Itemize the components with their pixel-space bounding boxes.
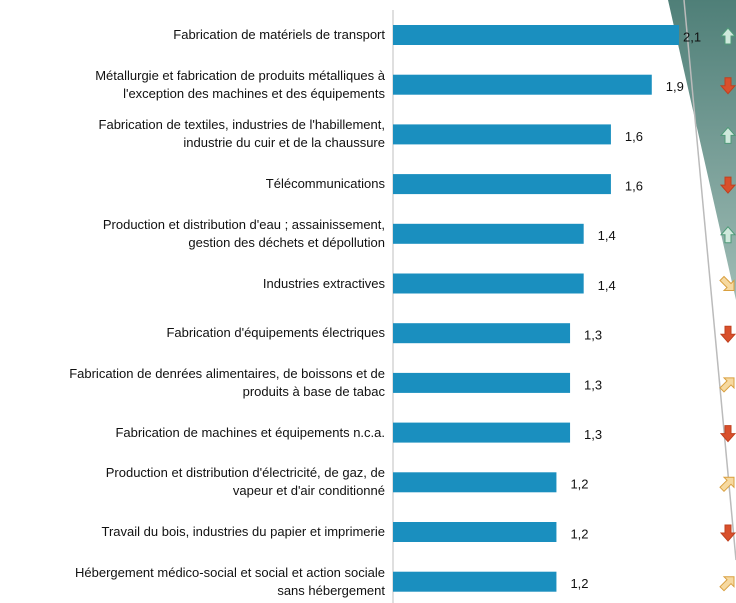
value-label: 1,6: [625, 179, 643, 194]
trend-arrow: [719, 27, 736, 45]
trend-arrow: [719, 77, 736, 95]
bar: [393, 74, 652, 95]
bar: [393, 372, 571, 393]
category-label: Production et distribution d'électricité…: [105, 465, 385, 499]
value-label: 1,6: [625, 129, 643, 144]
value-label: 1,2: [570, 526, 588, 541]
trend-arrow: [719, 226, 736, 244]
bar: [393, 522, 557, 542]
trend-arrow: [719, 377, 735, 393]
category-label: Hébergement médico-social et social et a…: [75, 564, 385, 598]
value-label: 1,3: [584, 427, 602, 442]
bar: [393, 223, 584, 244]
decor-line: [683, 0, 736, 561]
bar: [393, 571, 557, 592]
bar: [393, 422, 571, 443]
trend-arrow: [719, 126, 736, 144]
value-label: 1,2: [570, 576, 588, 591]
value-label: 2,1: [683, 29, 701, 44]
category-label: Fabrication de textiles, industries de l…: [98, 117, 385, 151]
bar: [393, 273, 584, 294]
bar: [393, 323, 571, 344]
category-label: Industries extractives: [262, 275, 385, 291]
background-wedge: [668, 0, 736, 300]
category-label: Travail du bois, industries du papier et…: [101, 524, 385, 539]
category-label: Télécommunications: [265, 176, 385, 192]
trend-arrow: [719, 524, 736, 542]
trend-arrow: [719, 425, 736, 443]
trend-arrow: [719, 176, 736, 194]
category-label: Production et distribution d'eau ; assai…: [102, 216, 385, 250]
trend-arrow: [719, 476, 735, 493]
bar: [393, 25, 680, 45]
bar: [393, 124, 611, 145]
category-label: Métallurgie et fabrication de produits m…: [95, 67, 385, 101]
value-label: 1,4: [598, 278, 616, 293]
trend-arrow: [719, 576, 735, 592]
category-label: Fabrication de denrées alimentaires, de …: [69, 365, 385, 399]
bar: [393, 472, 557, 493]
trend-arrow: [719, 275, 735, 291]
category-label: Fabrication de machines et équipements n…: [115, 424, 385, 440]
value-label: 1,4: [598, 228, 616, 243]
value-label: 1,3: [584, 328, 602, 343]
category-label: Fabrication d'équipements électriques: [166, 325, 385, 341]
value-label: 1,2: [570, 477, 588, 492]
trend-arrow: [719, 325, 736, 343]
bar: [393, 174, 611, 195]
value-label: 1,3: [584, 377, 602, 392]
value-label: 1,9: [666, 79, 684, 94]
category-label: Fabrication de matériels de transport: [173, 27, 385, 42]
